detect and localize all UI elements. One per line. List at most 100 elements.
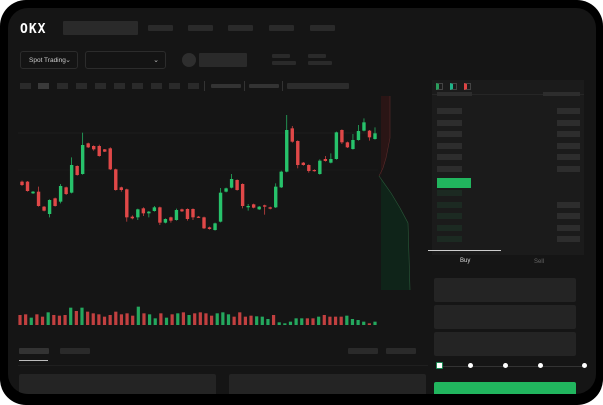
okx-logo: OKX	[20, 22, 47, 37]
timeframe-button[interactable]	[151, 83, 162, 89]
candle-body	[274, 186, 278, 208]
divider	[244, 81, 245, 91]
volume-bar	[311, 318, 315, 325]
total-input[interactable]	[434, 332, 576, 356]
order-book-price[interactable]	[437, 190, 462, 196]
order-book-price[interactable]	[437, 213, 462, 219]
timeframe-button[interactable]	[169, 83, 180, 89]
candle-body	[279, 171, 283, 188]
order-book-price[interactable]	[437, 92, 472, 96]
drawing-tool-icon[interactable]	[249, 84, 279, 88]
order-book-price[interactable]	[437, 143, 462, 149]
indicator-tool-icon[interactable]	[211, 84, 241, 88]
candle-body	[218, 192, 223, 222]
candle-body	[152, 207, 157, 211]
volume-bar	[74, 311, 78, 325]
candle-body	[47, 200, 52, 214]
depth-asks-area	[381, 96, 390, 176]
volume-bar	[266, 319, 270, 325]
volume-bar	[322, 315, 326, 325]
active-tab-indicator	[19, 360, 48, 361]
tab-open-orders[interactable]	[19, 348, 49, 354]
volume-bar	[80, 307, 84, 325]
pair-select[interactable]: ⌄	[85, 51, 166, 69]
candle-body	[323, 159, 328, 161]
volume-bar	[29, 317, 33, 325]
slider-stop[interactable]	[503, 363, 508, 368]
candle-body	[69, 165, 74, 193]
volume-bar	[305, 318, 309, 325]
candlestick-chart[interactable]	[8, 8, 596, 394]
candle-body	[351, 140, 355, 149]
amount-input[interactable]	[434, 305, 576, 329]
chart-tool-icons[interactable]	[287, 83, 349, 89]
candle-body	[362, 122, 366, 131]
volume-bar	[153, 318, 157, 325]
nav-item[interactable]	[228, 25, 253, 31]
volume-bar	[328, 316, 332, 325]
tab-buy[interactable]: Buy	[460, 258, 471, 264]
last-price-highlight[interactable]	[437, 178, 471, 188]
search-bar[interactable]	[63, 21, 138, 35]
candle-body	[114, 169, 118, 190]
timeframe-button[interactable]	[57, 83, 68, 89]
buy-button[interactable]	[434, 382, 576, 394]
volume-bar	[18, 315, 22, 325]
nav-item[interactable]	[269, 25, 294, 31]
slider-handle[interactable]	[436, 362, 443, 369]
order-book-price[interactable]	[437, 154, 462, 160]
timeframe-button[interactable]	[132, 83, 143, 89]
volume-bar	[345, 315, 349, 325]
order-book-price[interactable]	[437, 236, 462, 242]
nav-item[interactable]	[310, 25, 335, 31]
slider-stop[interactable]	[582, 363, 587, 368]
timeframe-button[interactable]	[95, 83, 106, 89]
order-book-price[interactable]	[437, 131, 462, 137]
candle-body	[285, 130, 289, 172]
screen: OKX Spot Trading ⌄ ⌄ Buy	[8, 8, 596, 394]
order-book-amount	[557, 143, 580, 149]
volume-bar	[255, 316, 259, 325]
candle-body	[251, 204, 256, 208]
price-input[interactable]	[434, 278, 576, 302]
candle-body	[31, 191, 35, 194]
active-tab-indicator	[428, 250, 501, 251]
book-asks-icon[interactable]	[464, 83, 471, 90]
book-bids-icon[interactable]	[450, 83, 457, 90]
timeframe-button[interactable]	[114, 83, 125, 89]
market-select[interactable]: Spot Trading ⌄	[20, 51, 78, 69]
candle-body	[86, 143, 90, 148]
volume-bar	[86, 311, 90, 325]
amount-slider[interactable]	[436, 362, 588, 370]
filter-button[interactable]	[348, 348, 378, 354]
slider-stop[interactable]	[538, 363, 543, 368]
candle-body	[103, 149, 107, 152]
timeframe-button[interactable]	[38, 83, 49, 89]
divider	[432, 94, 584, 95]
filter-button[interactable]	[386, 348, 416, 354]
volume-bar	[170, 314, 174, 325]
candle-body	[240, 184, 245, 206]
timeframe-button[interactable]	[76, 83, 87, 89]
timeframe-button[interactable]	[20, 83, 31, 89]
order-book-price[interactable]	[437, 225, 462, 231]
order-book-price[interactable]	[437, 108, 462, 114]
nav-item[interactable]	[148, 25, 173, 31]
order-book-price[interactable]	[437, 202, 462, 208]
volume-bar	[131, 315, 135, 325]
tab-order-history[interactable]	[60, 348, 90, 354]
nav-item[interactable]	[188, 25, 213, 31]
book-both-icon[interactable]	[436, 83, 443, 90]
slider-stop[interactable]	[468, 363, 473, 368]
volume-bar	[46, 312, 50, 325]
divider	[282, 81, 283, 91]
order-book-price[interactable]	[437, 166, 462, 172]
candle-body	[141, 208, 146, 214]
volume-bar	[209, 315, 214, 325]
timeframe-button[interactable]	[188, 83, 199, 89]
tab-sell[interactable]: Sell	[534, 259, 545, 265]
candle-body	[262, 205, 267, 207]
candle-body	[307, 165, 311, 171]
volume-bar	[300, 318, 304, 325]
order-book-price[interactable]	[437, 120, 462, 126]
